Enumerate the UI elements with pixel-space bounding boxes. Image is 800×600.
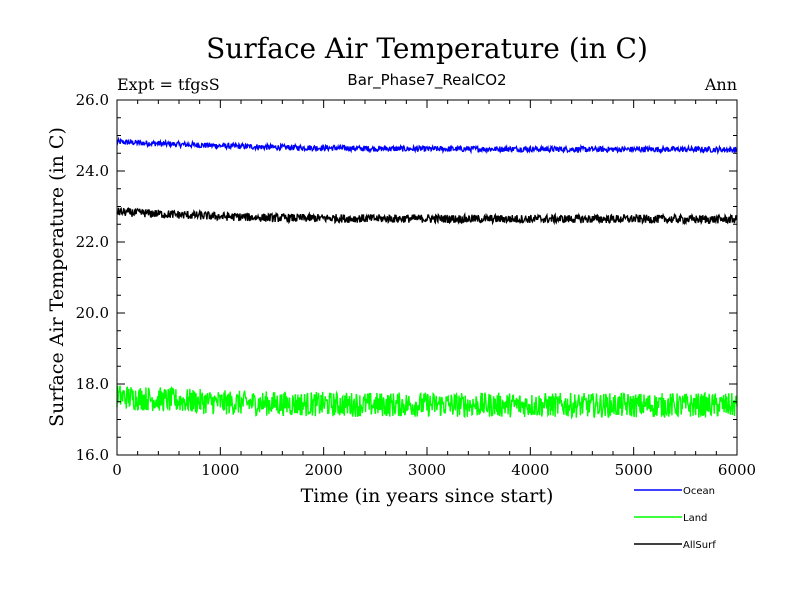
- series-line-allsurf: [116, 206, 738, 226]
- legend-label-land: Land: [683, 513, 707, 524]
- series-line-ocean: [116, 136, 738, 156]
- y-tick-label: 16.0: [76, 446, 109, 464]
- y-tick-label: 24.0: [76, 162, 109, 180]
- x-tick-label: 1000: [201, 461, 239, 479]
- x-tick-label: 5000: [615, 461, 653, 479]
- ticks-layer: 0 1000 2000 3000 4000 5000 6000 16.0 18.0 20.0 22.…: [76, 91, 757, 479]
- x-tick-label: 3000: [408, 461, 446, 479]
- x-tick-label: 2000: [305, 461, 343, 479]
- y-tick-label: 22.0: [76, 233, 109, 251]
- y-tick-label: 18.0: [76, 375, 109, 393]
- chart-subtitle: Bar_Phase7_RealCO2: [347, 71, 506, 90]
- y-tick-label: 20.0: [76, 304, 109, 322]
- y-axis-label: Surface Air Temperature (in C): [46, 127, 68, 427]
- legend: Ocean Land AllSurf: [634, 486, 716, 551]
- series-layer: [116, 136, 738, 420]
- experiment-label: Expt = tfgsS: [117, 75, 220, 94]
- series-line-land: [116, 385, 738, 420]
- period-label: Ann: [704, 75, 737, 94]
- x-axis-label: Time (in years since start): [301, 485, 554, 507]
- x-tick-label: 0: [112, 461, 122, 479]
- x-tick-label: 4000: [511, 461, 549, 479]
- legend-label-allsurf: AllSurf: [683, 540, 716, 551]
- legend-label-ocean: Ocean: [683, 486, 715, 497]
- x-tick-label: 6000: [718, 461, 756, 479]
- y-tick-label: 26.0: [76, 91, 109, 109]
- chart-title: Surface Air Temperature (in C): [206, 32, 648, 65]
